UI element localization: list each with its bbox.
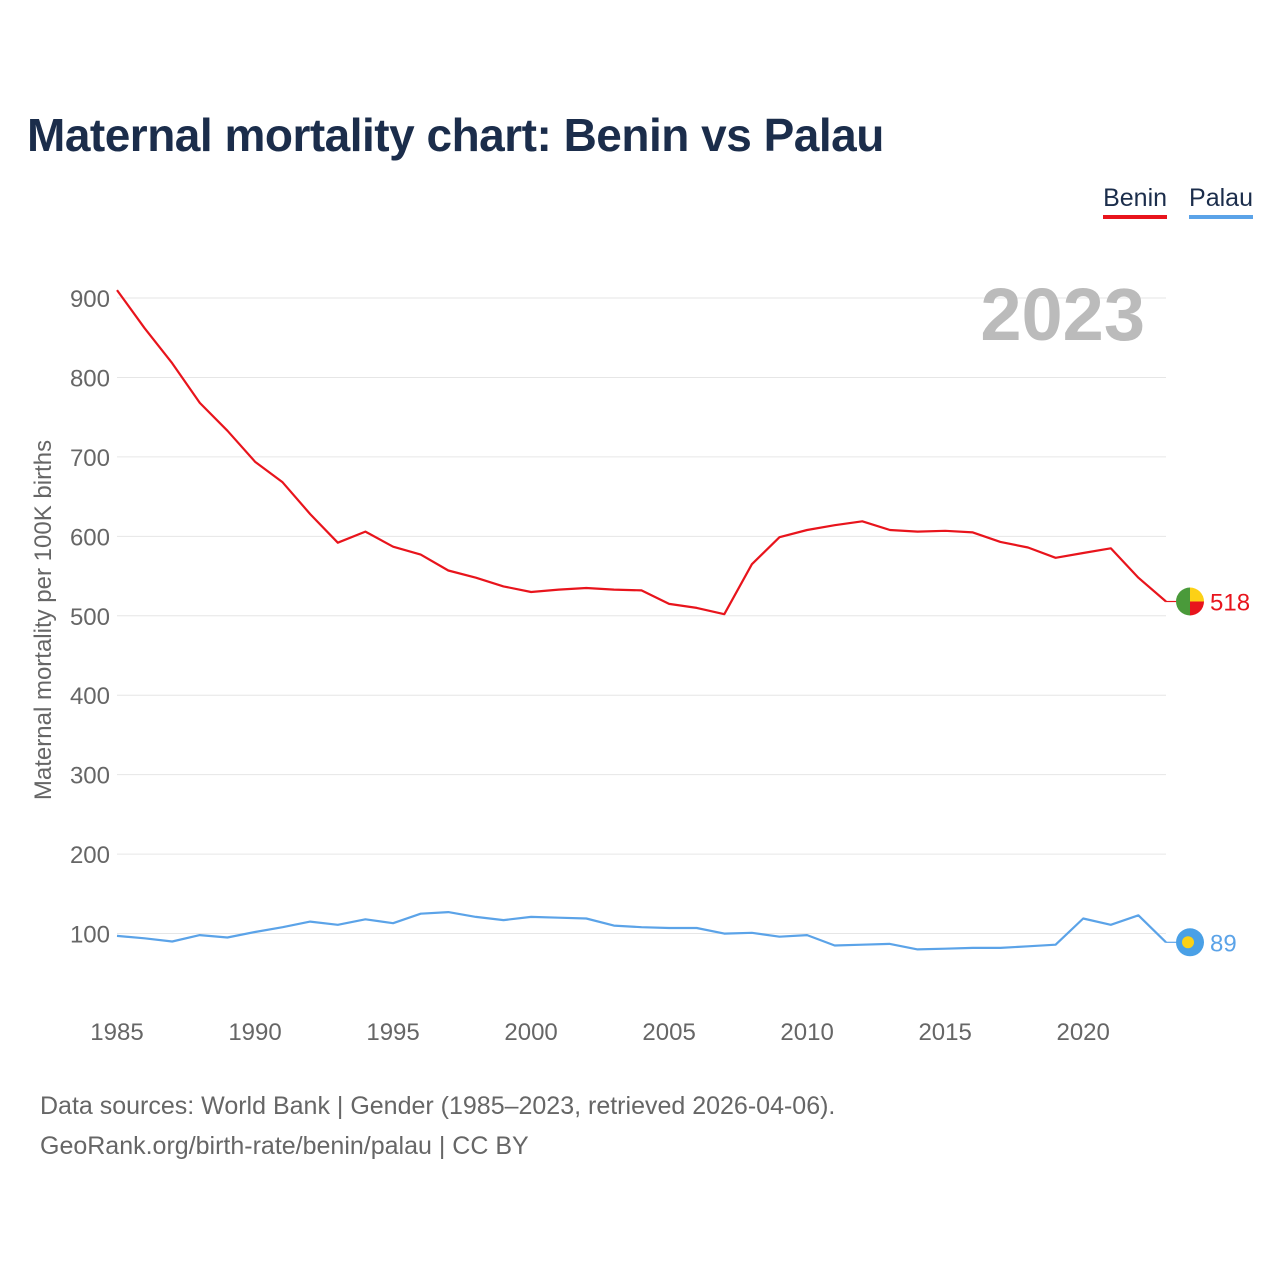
y-axis-ticks: 100 200 300 400 500 600 700 800 900 <box>70 286 110 949</box>
benin-flag-icon <box>1176 587 1204 616</box>
x-tick-label: 2000 <box>504 1019 557 1046</box>
series-line-palau[interactable] <box>116 910 1167 951</box>
x-tick-label: 1995 <box>366 1019 419 1046</box>
y-tick-label: 500 <box>70 604 110 631</box>
legend: Benin Palau <box>1103 184 1253 219</box>
footer-attribution[interactable]: GeoRank.org/birth-rate/benin/palau | CC … <box>40 1132 529 1160</box>
x-axis-ticks: 1985 1990 1995 2000 2005 2010 2015 2020 <box>90 1019 1110 1046</box>
y-tick-label: 800 <box>70 365 110 392</box>
legend-item-benin[interactable]: Benin <box>1103 184 1168 219</box>
series-lines <box>116 289 1167 951</box>
legend-item-palau[interactable]: Palau <box>1189 184 1253 219</box>
page-title: Maternal mortality chart: Benin vs Palau <box>27 109 884 161</box>
y-tick-label: 300 <box>70 763 110 790</box>
x-tick-label: 1990 <box>228 1019 281 1046</box>
end-value-label-benin: 518 <box>1210 590 1250 617</box>
y-tick-label: 900 <box>70 286 110 313</box>
x-tick-label: 2005 <box>642 1019 695 1046</box>
footer: Data sources: World Bank | Gender (1985–… <box>40 1086 835 1166</box>
end-value-label-palau: 89 <box>1210 930 1237 957</box>
footer-sources: Data sources: World Bank | Gender (1985–… <box>40 1092 836 1120</box>
year-label: 2023 <box>980 273 1145 356</box>
series-line-benin[interactable] <box>116 289 1167 616</box>
y-tick-label: 200 <box>70 842 110 869</box>
y-axis-label: Maternal mortality per 100K births <box>30 440 57 800</box>
y-tick-label: 700 <box>70 445 110 472</box>
gridlines <box>117 297 1166 935</box>
x-tick-label: 2020 <box>1056 1019 1109 1046</box>
x-tick-label: 2010 <box>780 1019 833 1046</box>
palau-flag-icon <box>1176 928 1204 957</box>
x-tick-label: 1985 <box>90 1019 143 1046</box>
x-tick-label: 2015 <box>918 1019 971 1046</box>
end-markers: 518 89 <box>1166 587 1250 957</box>
y-tick-label: 400 <box>70 683 110 710</box>
y-tick-label: 600 <box>70 524 110 551</box>
y-tick-label: 100 <box>70 922 110 949</box>
